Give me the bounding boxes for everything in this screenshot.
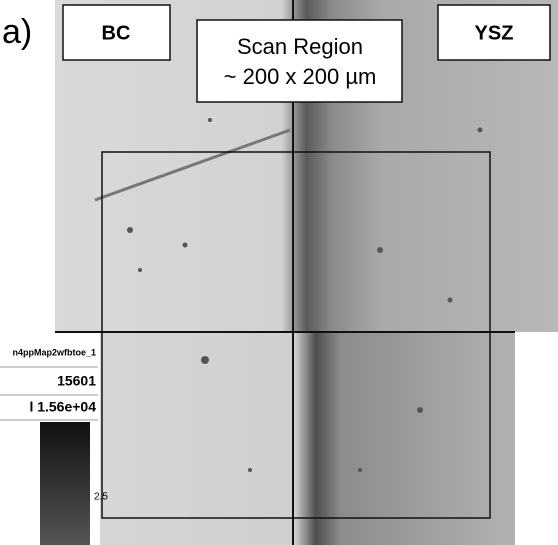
colorbar: [40, 422, 90, 545]
figure: a) BC YSZ Scan Region ~ 200 x 200 µm n4p…: [0, 0, 558, 545]
micrograph-bottom: [100, 332, 515, 545]
panel-label: a): [2, 13, 32, 51]
colorbar-tick: 2.5: [94, 492, 108, 503]
colorbar-max: 15601: [57, 373, 96, 389]
scan-size: ~ 200 x 200 µm: [224, 64, 377, 89]
region-label: YSZ: [475, 22, 514, 44]
colorbar-title: n4ppMap2wfbtoe_1: [12, 347, 96, 357]
region-label: BC: [102, 22, 131, 44]
colorbar-max-sci: l 1.56e+04: [29, 399, 96, 415]
scan-title: Scan Region: [237, 34, 363, 59]
scan-box: [197, 20, 402, 102]
